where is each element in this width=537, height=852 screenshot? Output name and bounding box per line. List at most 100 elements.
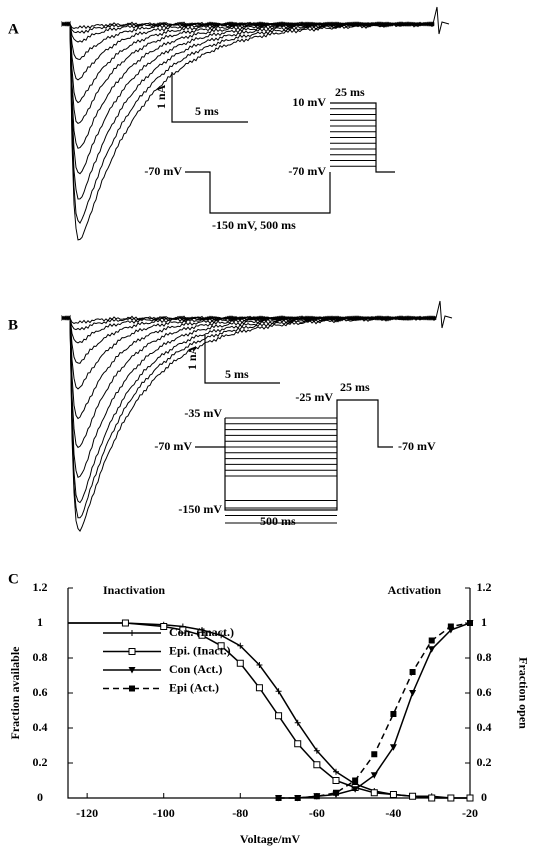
protocol-label: -70 mV [144, 164, 182, 178]
marker [428, 646, 436, 653]
marker [275, 712, 283, 720]
protocol-label: -70 mV [154, 439, 192, 453]
marker [236, 659, 244, 667]
marker [466, 794, 474, 802]
y-tick-label: 1.2 [33, 580, 48, 594]
marker [428, 637, 435, 644]
artifact [432, 6, 450, 35]
protocol-label: 25 ms [335, 85, 365, 99]
current-traces [61, 6, 450, 241]
marker [351, 786, 359, 793]
y-tick-label: 0.2 [33, 755, 48, 769]
y-tick-label: 0.8 [33, 650, 48, 664]
current-trace [61, 314, 437, 390]
marker [217, 642, 225, 650]
y2-tick-label: 0.2 [477, 755, 492, 769]
y2-tick-label: 0.8 [477, 650, 492, 664]
y-tick-label: 0.4 [33, 720, 48, 734]
protocol [195, 399, 393, 511]
current-trace [61, 20, 435, 81]
legend-label: Epi. (Inact.) [169, 643, 231, 657]
x-tick-label: -80 [232, 806, 248, 820]
protocol [185, 102, 395, 214]
marker [313, 793, 320, 800]
y2-tick-label: 0.6 [477, 685, 492, 699]
marker [370, 789, 378, 797]
x-tick-label: -60 [309, 806, 325, 820]
current-trace [61, 314, 437, 533]
scale-label: 1 nA [185, 345, 199, 370]
protocol-label: -70 mV [398, 439, 436, 453]
artifact [435, 300, 453, 329]
protocol-label: 25 ms [340, 380, 370, 394]
current-traces [61, 300, 453, 533]
marker [294, 719, 301, 726]
current-trace [61, 21, 435, 241]
marker [333, 768, 339, 775]
y2-tick-label: 0.4 [477, 720, 492, 734]
legend-label: Con. (Inact.) [169, 625, 234, 639]
current-trace [61, 21, 435, 104]
marker [294, 795, 301, 801]
marker [179, 626, 187, 634]
marker [409, 669, 416, 675]
protocol-label: -70 mV [288, 164, 326, 178]
protocol-label: -25 mV [295, 390, 333, 404]
marker [313, 747, 320, 754]
y-tick-label: 1 [37, 615, 43, 629]
marker [275, 688, 282, 695]
marker [389, 791, 397, 798]
marker [409, 792, 417, 800]
current-trace [61, 315, 437, 504]
marker [121, 619, 129, 627]
y2-tick-label: 1.2 [477, 580, 492, 594]
scale-label: 5 ms [225, 367, 249, 381]
panel-label: B [8, 317, 18, 333]
marker [333, 789, 339, 796]
y2-tick-label: 1 [481, 615, 487, 629]
protocol-steps [225, 417, 337, 524]
marker [218, 632, 225, 639]
protocol-steps [330, 108, 376, 167]
marker [294, 740, 302, 748]
marker [370, 772, 378, 779]
protocol-label: 10 mV [292, 95, 326, 109]
marker [256, 662, 263, 668]
series-line [278, 622, 470, 799]
marker [275, 795, 282, 801]
marker [128, 648, 136, 655]
y-axis-label: Fraction available [8, 646, 22, 740]
scale-label: 5 ms [195, 104, 219, 118]
x-tick-label: -20 [462, 806, 478, 820]
protocol-label: -35 mV [184, 406, 222, 420]
marker [198, 631, 206, 639]
protocol-label: -150 mV, 500 ms [212, 218, 296, 232]
series-line [278, 622, 470, 799]
legend-label: Con (Act.) [169, 662, 222, 676]
marker [160, 623, 168, 630]
current-trace [61, 21, 435, 124]
annotation: Inactivation [103, 583, 165, 597]
panel-label: A [8, 21, 19, 37]
scale-bar [204, 335, 280, 384]
current-trace [61, 315, 437, 449]
marker [128, 667, 136, 674]
x-tick-label: -40 [385, 806, 401, 820]
marker [389, 744, 397, 751]
marker [447, 794, 455, 802]
legend-label: Epi (Act.) [169, 680, 219, 694]
x-tick-label: -100 [153, 806, 175, 820]
y-tick-label: 0.6 [33, 685, 48, 699]
y-tick-label: 0 [37, 790, 43, 804]
protocol-label: -150 mV [178, 502, 222, 516]
x-tick-label: -120 [76, 806, 98, 820]
panel-label: C [8, 571, 19, 587]
marker [352, 777, 359, 784]
marker [313, 761, 321, 769]
marker [428, 794, 436, 802]
protocol-label: 500 ms [260, 514, 296, 528]
scale-bar [171, 72, 248, 123]
marker [255, 684, 263, 692]
plot: -120 -100 -80 -60 -40 -2000.20.40.60.811.200.… [33, 580, 492, 820]
